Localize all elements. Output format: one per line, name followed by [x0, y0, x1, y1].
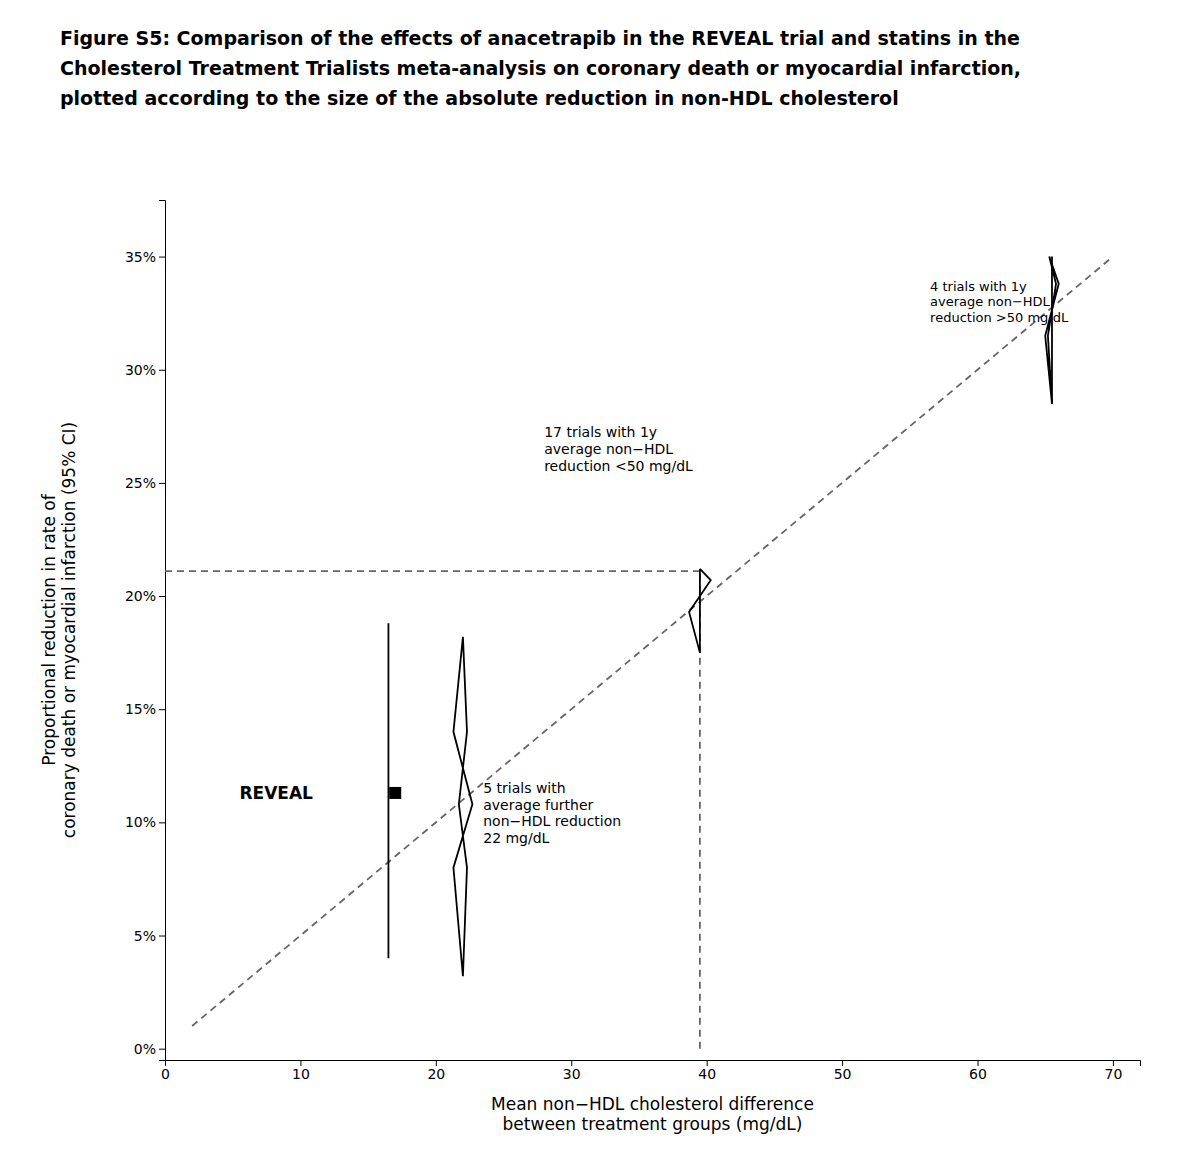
y-tick-mark — [159, 936, 165, 937]
x-tick-label: 60 — [969, 1066, 987, 1082]
axis-line — [166, 1061, 1141, 1067]
y-tick: 10% — [125, 814, 165, 830]
y-tick: 35% — [125, 249, 165, 265]
x-tick: 30 — [563, 1060, 581, 1082]
title-line: Cholesterol Treatment Trialists meta-ana… — [60, 57, 1021, 79]
y-axis-title: Proportional reduction in rate ofcoronar… — [39, 422, 79, 838]
y-tick-mark — [159, 822, 165, 823]
y-tick-mark — [159, 596, 165, 597]
point — [389, 787, 401, 799]
ci-line — [388, 623, 390, 958]
y-tick-mark — [159, 709, 165, 710]
y-tick-mark — [159, 370, 165, 371]
x-tick-label: 40 — [698, 1066, 716, 1082]
y-tick-label: 35% — [125, 249, 156, 265]
x-tick-label: 0 — [161, 1066, 170, 1082]
x-axis-title: Mean non−HDL cholesterol differencebetwe… — [491, 1094, 814, 1134]
ci-line — [689, 569, 711, 653]
y-tick-label: 0% — [134, 1041, 156, 1057]
reference-line — [192, 257, 1113, 1026]
ci-line — [1045, 257, 1059, 404]
x-axis: 0 10 20 30 40 50 60 70 — [161, 1060, 1140, 1082]
y-tick-label: 20% — [125, 588, 156, 604]
x-tick-label: 50 — [834, 1066, 852, 1082]
x-tick-label: 30 — [563, 1066, 581, 1082]
annotation: 5 trials withaverage furthernon−HDL redu… — [483, 780, 621, 846]
y-tick-label: 10% — [125, 814, 156, 830]
y-tick: 30% — [125, 362, 165, 378]
ci-line — [699, 569, 701, 653]
x-tick: 70 — [1105, 1060, 1123, 1082]
x-tick: 0 — [161, 1060, 170, 1082]
annotation: 17 trials with 1yaverage non−HDLreductio… — [544, 424, 693, 474]
x-tick: 50 — [834, 1060, 852, 1082]
x-tick: 40 — [698, 1060, 716, 1082]
title: Figure S5: Comparison of the effects of … — [60, 27, 1021, 109]
y-tick: 20% — [125, 588, 165, 604]
annotations: REVEAL 5 trials withaverage furthernon−HD… — [239, 279, 1068, 846]
x-tick: 10 — [292, 1060, 310, 1082]
y-tick: 15% — [125, 701, 165, 717]
reference-line — [165, 570, 700, 572]
title-line: plotted according to the size of the abs… — [60, 87, 899, 109]
title-line: Figure S5: Comparison of the effects of … — [60, 27, 1020, 49]
y-tick-label: 25% — [125, 475, 156, 491]
y-tick-mark — [159, 1049, 165, 1050]
y-axis: 0% 5% 10% 15% 20% 25% 30% 35% — [125, 201, 166, 1061]
annotation: REVEAL — [239, 783, 313, 803]
annotation: 4 trials with 1yaverage non−HDLreduction… — [930, 279, 1069, 325]
y-tick-mark — [159, 257, 165, 258]
y-tick-label: 30% — [125, 362, 156, 378]
ci-line — [453, 637, 472, 976]
axis-line — [159, 201, 166, 1061]
y-tick-label: 15% — [125, 701, 156, 717]
x-tick-label: 70 — [1105, 1066, 1123, 1082]
x-tick: 60 — [969, 1060, 987, 1082]
y-tick: 0% — [134, 1041, 165, 1057]
x-tick: 20 — [427, 1060, 445, 1082]
y-tick-label: 5% — [134, 928, 156, 944]
x-tick-label: 10 — [292, 1066, 310, 1082]
marks — [165, 257, 1113, 1049]
y-tick: 5% — [134, 928, 165, 944]
y-tick: 25% — [125, 475, 165, 491]
y-tick-mark — [159, 483, 165, 484]
x-tick-label: 20 — [427, 1066, 445, 1082]
chart: Figure S5: Comparison of the effects of … — [0, 0, 1200, 1175]
